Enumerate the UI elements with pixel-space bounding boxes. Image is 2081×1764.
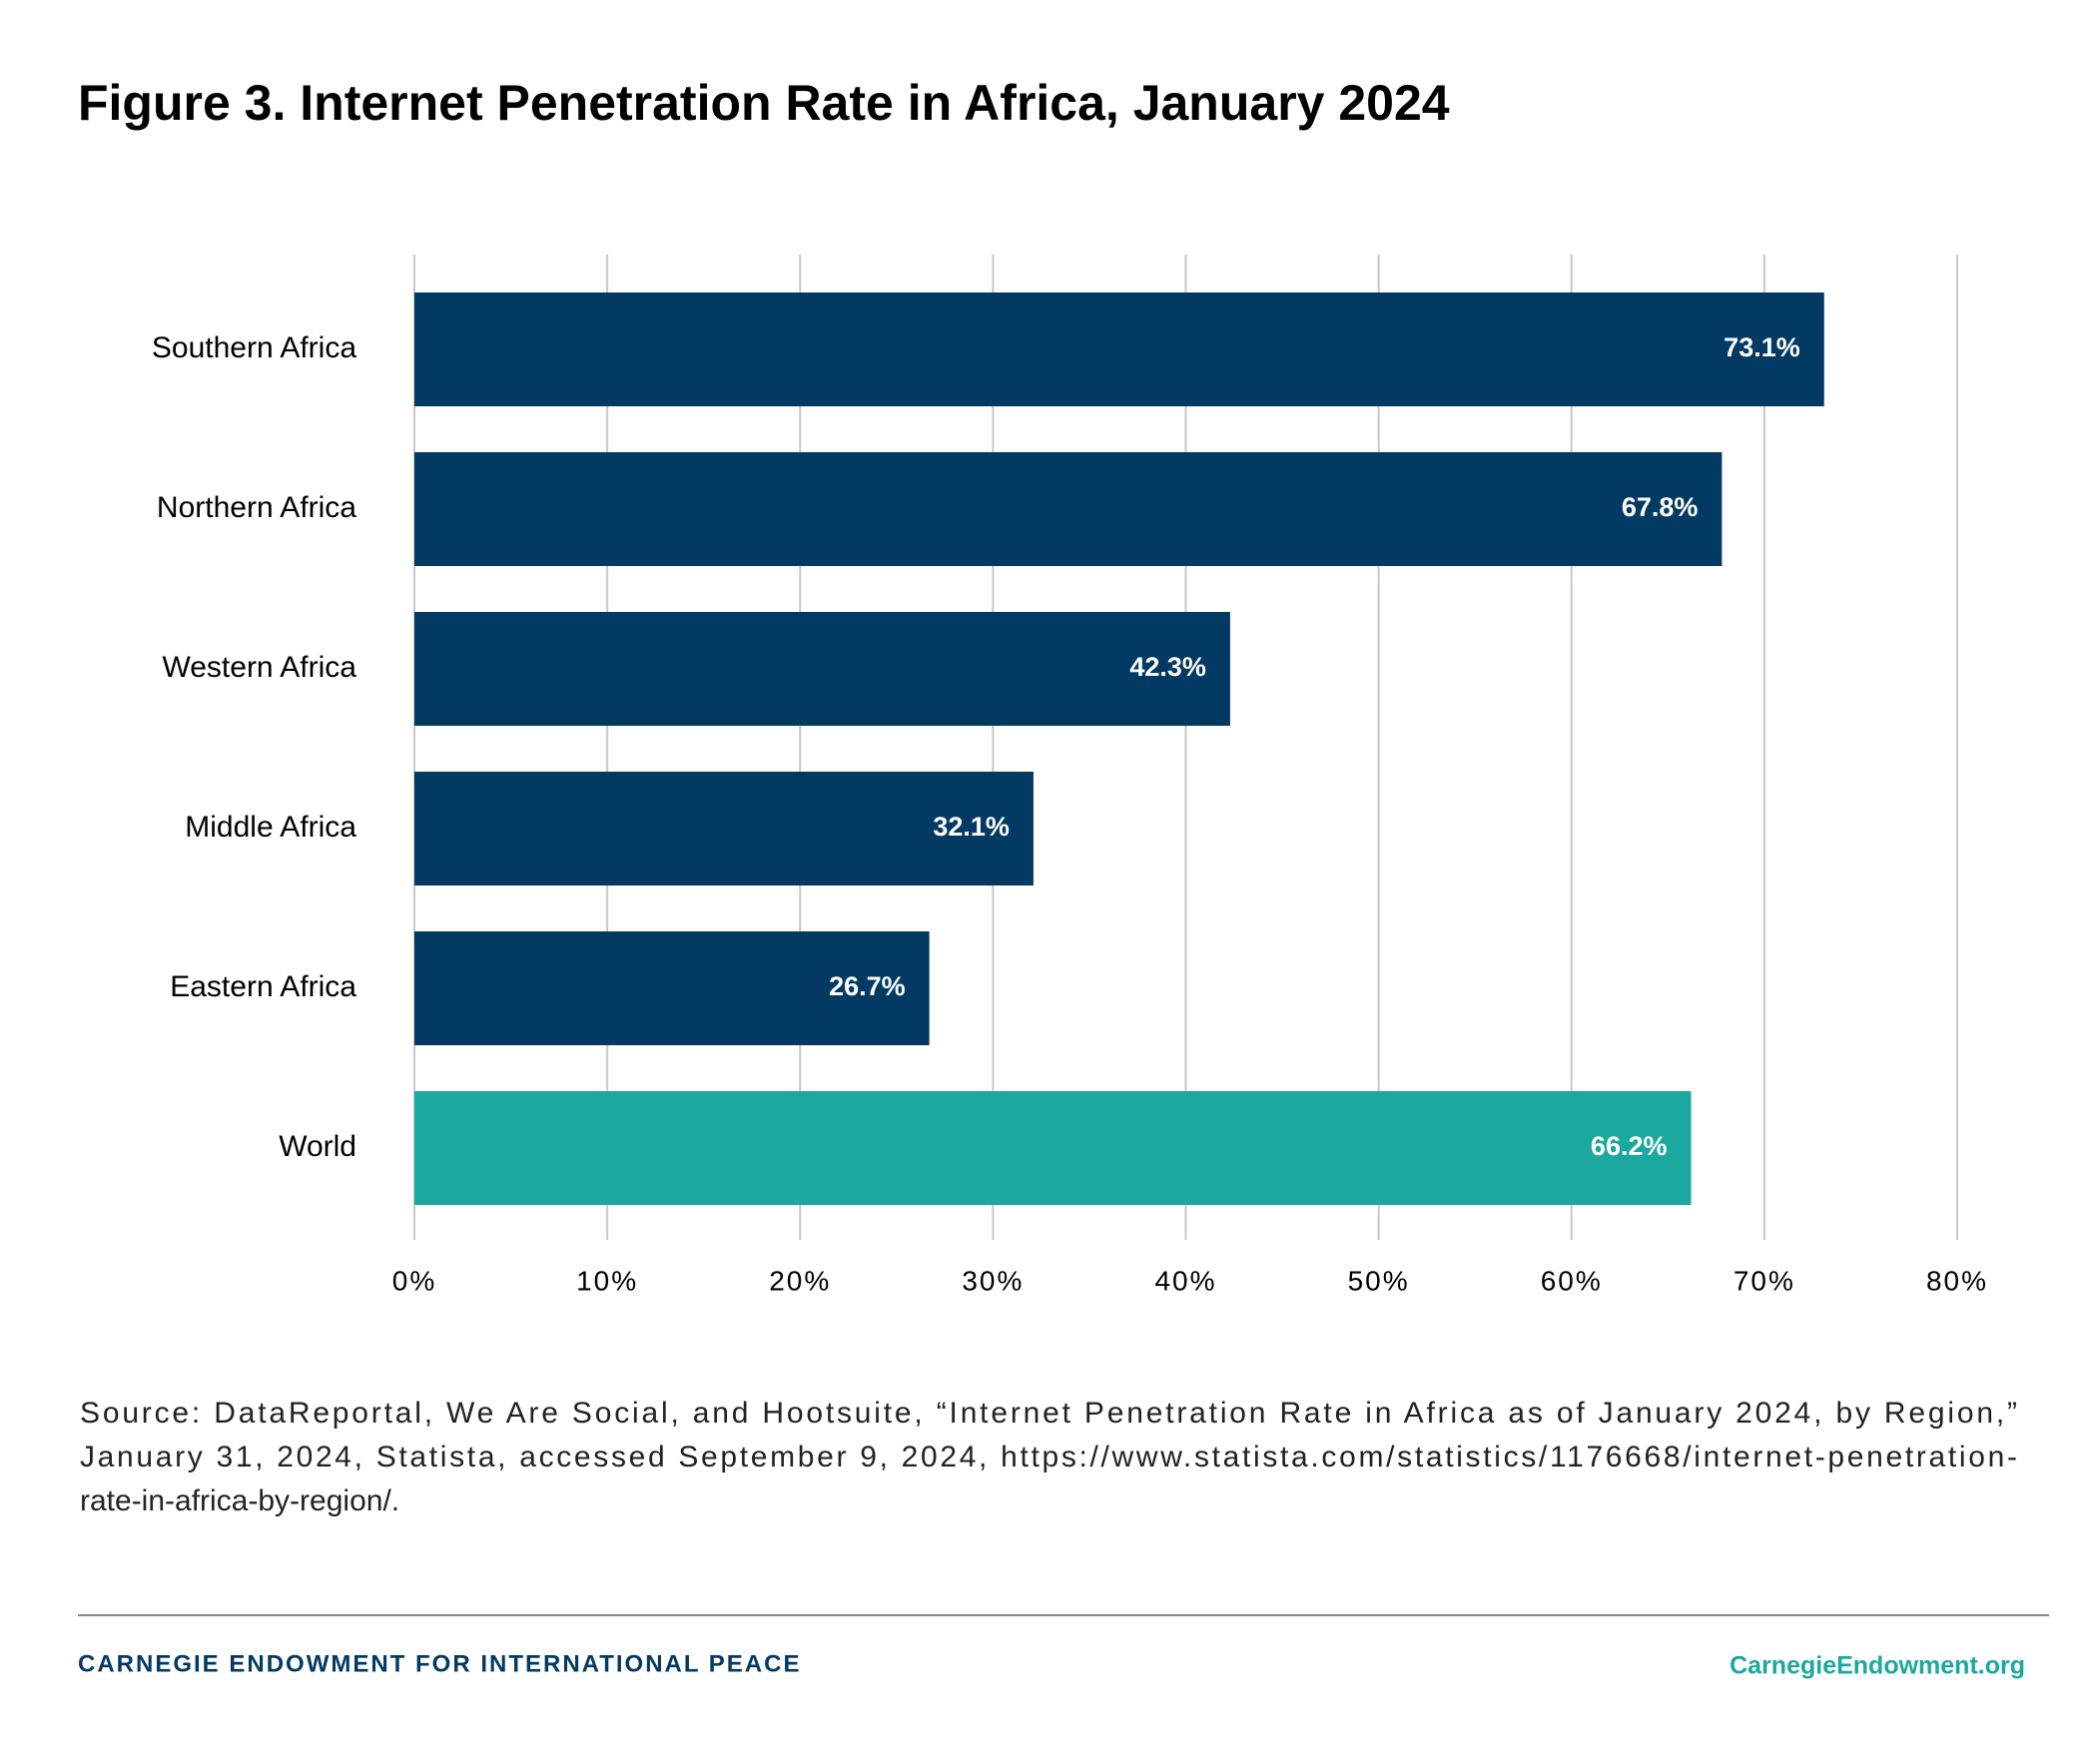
- chart-title: Figure 3. Internet Penetration Rate in A…: [78, 75, 1450, 131]
- bar: [414, 612, 1230, 726]
- x-tick-label: 60%: [1541, 1265, 1603, 1296]
- value-label: 26.7%: [829, 971, 906, 1001]
- x-tick-label: 10%: [576, 1265, 638, 1296]
- x-tick-label: 70%: [1734, 1265, 1795, 1296]
- bar: [414, 931, 930, 1045]
- x-tick-label: 80%: [1926, 1265, 1988, 1296]
- y-tick-label: Western Africa: [162, 651, 356, 684]
- y-tick-label: World: [279, 1130, 356, 1163]
- bar: [414, 772, 1034, 885]
- x-tick-label: 30%: [962, 1265, 1024, 1296]
- y-tick-label: Eastern Africa: [170, 970, 356, 1003]
- bar: [414, 293, 1824, 406]
- value-label: 73.1%: [1724, 332, 1800, 362]
- y-tick-label: Southern Africa: [152, 331, 356, 364]
- footer-right: CarnegieEndowment.org: [1730, 1652, 2025, 1680]
- y-tick-label: Middle Africa: [185, 811, 356, 844]
- x-tick-label: 50%: [1348, 1265, 1410, 1296]
- source-note: rate-in-africa-by-region/.: [80, 1484, 399, 1517]
- source-note: Source: DataReportal, We Are Social, and…: [80, 1397, 2017, 1430]
- x-tick-label: 20%: [769, 1265, 831, 1296]
- value-label: 42.3%: [1129, 652, 1206, 682]
- bar: [414, 452, 1723, 566]
- source-note: January 31, 2024, Statista, accessed Sep…: [80, 1441, 2017, 1473]
- x-tick-label: 0%: [392, 1265, 436, 1296]
- footer-left: CARNEGIE ENDOWMENT FOR INTERNATIONAL PEA…: [78, 1650, 801, 1677]
- value-label: 67.8%: [1622, 492, 1699, 522]
- value-label: 32.1%: [933, 812, 1010, 842]
- x-tick-label: 40%: [1154, 1265, 1216, 1296]
- bar: [414, 1091, 1692, 1205]
- y-tick-label: Northern Africa: [157, 491, 356, 524]
- value-label: 66.2%: [1591, 1131, 1668, 1161]
